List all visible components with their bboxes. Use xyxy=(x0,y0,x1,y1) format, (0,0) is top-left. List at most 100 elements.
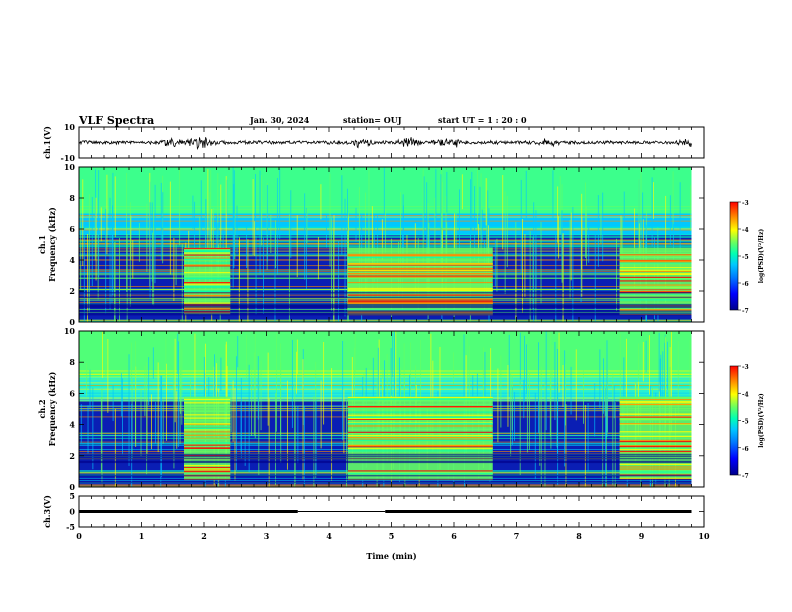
spec-dark-stripe xyxy=(79,481,692,484)
spec-active-line xyxy=(184,417,231,419)
start-ut-label: start UT = 1 : 20 : 0 xyxy=(438,115,527,125)
spectrogram-ch1 xyxy=(79,167,692,322)
spec-sferic-streak xyxy=(524,234,526,297)
spec-sferic-streak xyxy=(235,356,237,471)
spec-sferic-streak xyxy=(365,192,366,297)
ch2-spec-ylabel: Frequency (kHz) xyxy=(47,371,57,446)
x-tick-label: 10 xyxy=(698,531,710,541)
spec-active-line xyxy=(184,308,231,310)
spec-sferic-streak xyxy=(259,170,261,275)
spec-active-line xyxy=(184,429,231,431)
spec-sferic-streak xyxy=(294,405,296,484)
spec-sferic-streak xyxy=(604,382,606,417)
spec-sferic-streak xyxy=(423,176,425,242)
spec-sferic-streak xyxy=(331,218,332,311)
spec-sferic-streak xyxy=(689,339,691,396)
spec-active-line xyxy=(184,471,231,473)
spec-sferic-streak xyxy=(570,366,572,415)
spec-sferic-streak xyxy=(146,203,148,272)
spec-sferic-streak xyxy=(487,225,489,265)
spec-dark-stripe xyxy=(79,460,692,463)
spec-sferic-streak xyxy=(87,405,89,454)
x-tick-label: 6 xyxy=(451,531,457,541)
spec-sferic-streak xyxy=(205,343,206,442)
spec-active-line xyxy=(347,414,493,416)
spec-active-line xyxy=(184,282,231,284)
spec-carrier-line xyxy=(79,373,692,375)
spec-sferic-streak xyxy=(363,371,365,414)
spec-sferic-streak xyxy=(122,378,123,456)
spec-sferic-streak xyxy=(179,168,181,246)
spec-sferic-streak xyxy=(120,373,122,417)
spec-active-line xyxy=(619,254,692,256)
spec-sferic-streak xyxy=(232,167,234,288)
spec-sferic-streak xyxy=(313,396,315,487)
spec-sferic-streak xyxy=(83,225,85,322)
spec-sferic-streak xyxy=(502,175,504,250)
spec-active-line xyxy=(347,272,493,275)
spec-active-line xyxy=(184,248,231,251)
spec-active-line xyxy=(619,423,692,425)
colorbar-tick-label: -6 xyxy=(742,446,749,453)
spec-carrier-line xyxy=(79,206,692,208)
spec-sferic-streak xyxy=(564,350,566,467)
spec-active-line xyxy=(184,447,231,449)
spec-sferic-streak xyxy=(297,406,299,464)
ch2-spec-y-tick-label: 0 xyxy=(69,482,75,492)
ch1-spec-y-tick-label: 8 xyxy=(69,193,75,203)
spec-sferic-streak xyxy=(180,367,182,414)
spec-active-line xyxy=(619,440,692,443)
spec-sferic-streak xyxy=(602,192,604,262)
spec-active-line xyxy=(184,420,231,422)
spec-sferic-streak xyxy=(605,388,606,487)
spec-dark-stripe xyxy=(79,474,692,477)
spec-sferic-streak xyxy=(572,206,574,322)
spec-active-line xyxy=(184,431,231,433)
spec-sferic-streak xyxy=(238,237,240,279)
spec-active-line xyxy=(347,416,493,418)
spec-sferic-streak xyxy=(291,339,293,428)
spec-active-line xyxy=(184,438,231,440)
spec-sferic-streak xyxy=(296,215,298,278)
spec-sferic-streak xyxy=(677,340,679,414)
spec-active-line xyxy=(184,402,231,404)
spec-sferic-streak xyxy=(440,174,442,279)
spec-carrier-line xyxy=(79,385,692,386)
spec-sferic-streak xyxy=(430,333,432,436)
spec-sferic-streak xyxy=(586,205,588,266)
spec-carrier-line xyxy=(79,378,692,380)
spec-active-line xyxy=(619,261,692,263)
spec-active-line xyxy=(184,295,231,297)
spec-active-line xyxy=(184,289,231,291)
spec-sferic-streak xyxy=(344,198,346,317)
spec-sferic-streak xyxy=(132,240,134,279)
spec-active-line xyxy=(619,450,692,453)
spec-sferic-streak xyxy=(165,337,167,379)
spec-sferic-streak xyxy=(672,171,674,230)
spec-sferic-streak xyxy=(304,193,306,280)
ch1-spec-ylabel: ch.1 xyxy=(37,235,47,254)
spec-carrier-line xyxy=(79,385,692,387)
spec-sferic-streak xyxy=(331,368,333,481)
spec-sferic-streak xyxy=(82,179,84,267)
spec-sferic-streak xyxy=(152,232,154,305)
spec-sferic-streak xyxy=(441,169,443,264)
spec-active-line xyxy=(184,262,231,264)
spec-active-line xyxy=(347,408,493,410)
spec-sferic-streak xyxy=(384,360,385,403)
spec-sferic-streak xyxy=(616,238,618,311)
spec-sferic-streak xyxy=(106,174,108,255)
spec-active-line xyxy=(619,401,692,403)
spec-sferic-streak xyxy=(402,205,404,264)
spec-sferic-streak xyxy=(507,365,509,427)
spec-sferic-streak xyxy=(288,214,290,322)
spec-active-line xyxy=(347,265,493,267)
spec-sferic-streak xyxy=(329,173,331,267)
spec-sferic-streak xyxy=(538,342,539,433)
spec-active-line xyxy=(347,417,493,420)
spec-sferic-streak xyxy=(558,216,560,259)
spec-sferic-streak xyxy=(192,195,194,229)
spec-sferic-streak xyxy=(253,352,255,436)
spec-active-line xyxy=(184,257,231,259)
spec-active-line xyxy=(184,272,231,274)
